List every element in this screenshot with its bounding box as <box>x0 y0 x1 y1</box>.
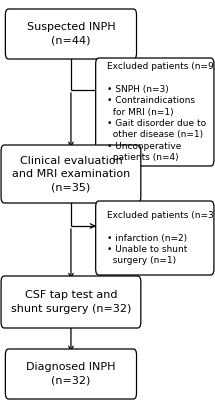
Text: Diagnosed INPH
(n=32): Diagnosed INPH (n=32) <box>26 362 116 386</box>
Text: CSF tap test and
shunt surgery (n=32): CSF tap test and shunt surgery (n=32) <box>11 290 131 314</box>
Text: Excluded patients (n=9)

• SNPH (n=3)
• Contraindications
  for MRI (n=1)
• Gait: Excluded patients (n=9) • SNPH (n=3) • C… <box>108 62 215 162</box>
Text: Excluded patients (n=3)

• infarction (n=2)
• Unable to shunt
  surgery (n=1): Excluded patients (n=3) • infarction (n=… <box>108 210 215 266</box>
FancyBboxPatch shape <box>96 58 214 166</box>
FancyBboxPatch shape <box>5 349 137 399</box>
Text: Clinical evaluation
and MRI examination
(n=35): Clinical evaluation and MRI examination … <box>12 156 130 192</box>
Text: Suspected INPH
(n=44): Suspected INPH (n=44) <box>27 22 115 46</box>
FancyBboxPatch shape <box>5 9 137 59</box>
FancyBboxPatch shape <box>1 145 141 203</box>
FancyBboxPatch shape <box>96 201 214 275</box>
FancyBboxPatch shape <box>1 276 141 328</box>
